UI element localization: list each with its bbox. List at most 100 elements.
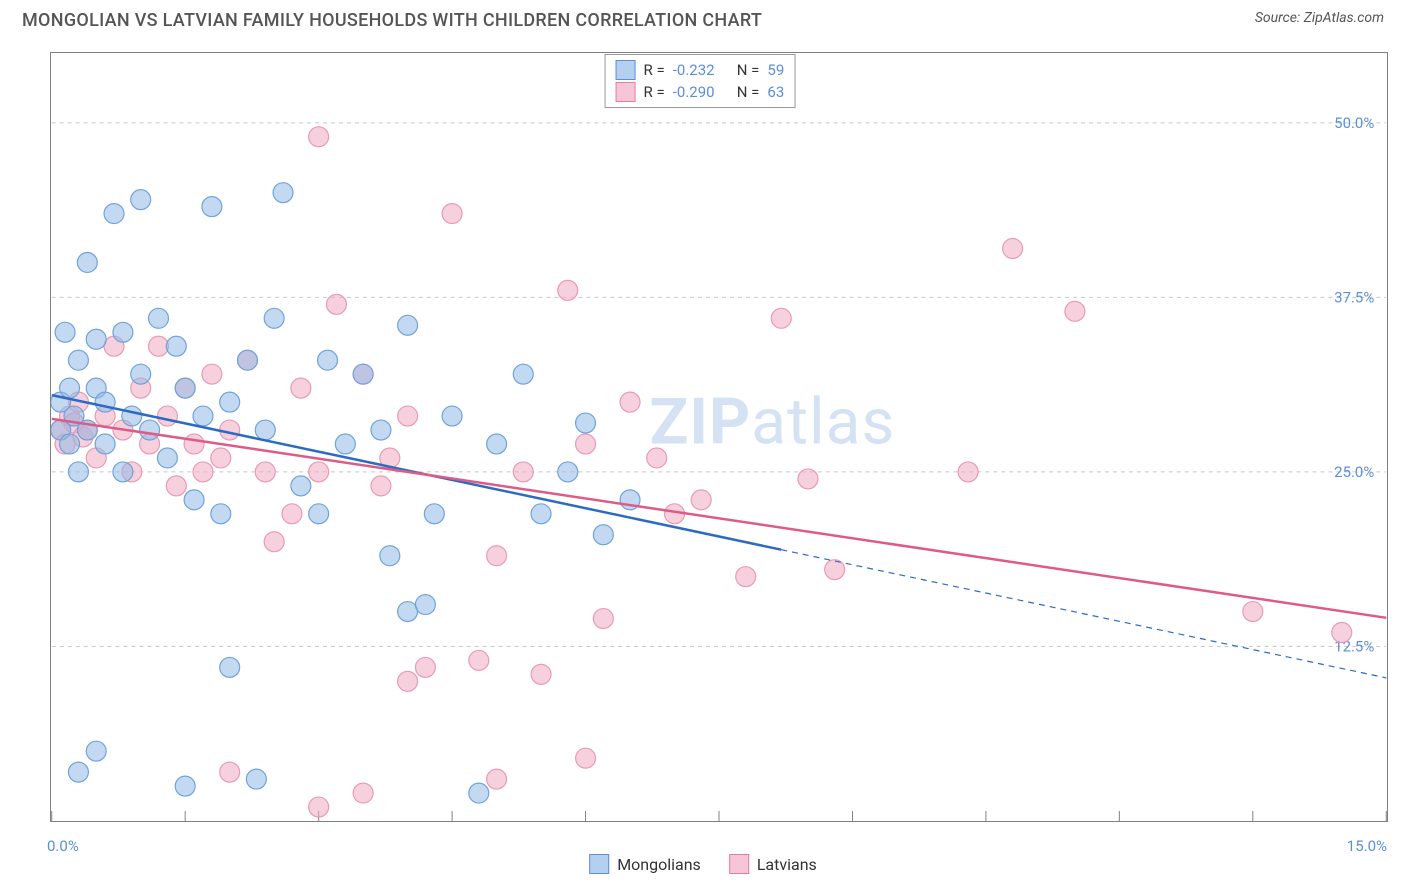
data-point — [68, 462, 88, 482]
data-point — [353, 364, 373, 384]
data-point — [576, 413, 596, 433]
legend-swatch — [616, 60, 636, 80]
legend-swatch — [589, 854, 609, 874]
scatter-plot-svg: 12.5%25.0%37.5%50.0% — [51, 53, 1387, 821]
data-point — [86, 741, 106, 761]
data-point — [309, 127, 329, 147]
legend-swatch — [616, 82, 636, 102]
series-legend-item: Mongolians — [589, 854, 701, 874]
data-point — [487, 546, 507, 566]
data-point — [353, 783, 373, 803]
x-axis-label: 15.0% — [1347, 837, 1387, 855]
data-point — [469, 783, 489, 803]
data-point — [68, 762, 88, 782]
data-point — [335, 434, 355, 454]
data-point — [513, 462, 533, 482]
data-point — [86, 329, 106, 349]
regression-line-extrapolated — [781, 550, 1386, 678]
data-point — [166, 336, 186, 356]
data-point — [193, 406, 213, 426]
data-point — [1003, 239, 1023, 259]
data-point — [255, 462, 275, 482]
data-point — [237, 350, 257, 370]
data-point — [380, 546, 400, 566]
data-point — [771, 308, 791, 328]
data-point — [131, 364, 151, 384]
data-point — [958, 462, 978, 482]
data-point — [264, 532, 284, 552]
data-point — [175, 776, 195, 796]
chart-area: 12.5%25.0%37.5%50.0% ZIPatlas R =-0.232N… — [50, 52, 1388, 822]
data-point — [1332, 623, 1352, 643]
svg-text:25.0%: 25.0% — [1334, 463, 1374, 481]
header: MONGOLIAN VS LATVIAN FAMILY HOUSEHOLDS W… — [0, 0, 1406, 45]
svg-text:37.5%: 37.5% — [1334, 288, 1374, 306]
data-point — [736, 567, 756, 587]
n-value: 59 — [767, 61, 784, 79]
data-point — [513, 364, 533, 384]
data-point — [576, 748, 596, 768]
legend-row: R =-0.290N =63 — [616, 81, 785, 103]
data-point — [398, 602, 418, 622]
data-point — [593, 525, 613, 545]
data-point — [122, 406, 142, 426]
n-value: 63 — [767, 83, 784, 101]
data-point — [576, 434, 596, 454]
n-label: N = — [737, 61, 760, 79]
data-point — [282, 504, 302, 524]
series-legend-item: Latvians — [729, 854, 817, 874]
data-point — [211, 448, 231, 468]
legend-swatch — [729, 854, 749, 874]
data-point — [309, 504, 329, 524]
data-point — [175, 378, 195, 398]
data-point — [318, 350, 338, 370]
data-point — [415, 595, 435, 615]
data-point — [415, 657, 435, 677]
data-point — [77, 252, 97, 272]
data-point — [442, 406, 462, 426]
series-label: Mongolians — [617, 855, 701, 874]
data-point — [184, 434, 204, 454]
data-point — [371, 476, 391, 496]
data-point — [691, 490, 711, 510]
data-point — [202, 197, 222, 217]
r-value: -0.232 — [673, 61, 729, 79]
data-point — [211, 504, 231, 524]
data-point — [166, 476, 186, 496]
data-point — [60, 378, 80, 398]
data-point — [220, 392, 240, 412]
data-point — [255, 420, 275, 440]
data-point — [184, 490, 204, 510]
data-point — [558, 462, 578, 482]
legend-row: R = -0.232 N = 59 — [616, 59, 785, 81]
data-point — [104, 204, 124, 224]
x-axis-label: 0.0% — [47, 837, 79, 855]
data-point — [487, 434, 507, 454]
data-point — [398, 406, 418, 426]
data-point — [157, 448, 177, 468]
data-point — [442, 204, 462, 224]
n-label: N = — [737, 83, 760, 101]
data-point — [398, 671, 418, 691]
data-point — [309, 797, 329, 817]
data-point — [220, 762, 240, 782]
data-point — [1243, 602, 1263, 622]
data-point — [291, 476, 311, 496]
series-label: Latvians — [757, 855, 817, 874]
r-label: R = — [644, 61, 665, 79]
data-point — [309, 462, 329, 482]
data-point — [220, 420, 240, 440]
data-point — [264, 308, 284, 328]
data-point — [487, 769, 507, 789]
data-point — [113, 322, 133, 342]
data-point — [558, 280, 578, 300]
regression-line — [52, 419, 1387, 618]
series-legend: Mongolians Latvians — [589, 854, 817, 874]
correlation-legend: R =-0.232N =59R =-0.290N =63 — [605, 54, 796, 108]
data-point — [131, 190, 151, 210]
data-point — [371, 420, 391, 440]
data-point — [647, 448, 667, 468]
r-label: R = — [644, 83, 665, 101]
data-point — [246, 769, 266, 789]
data-point — [68, 350, 88, 370]
